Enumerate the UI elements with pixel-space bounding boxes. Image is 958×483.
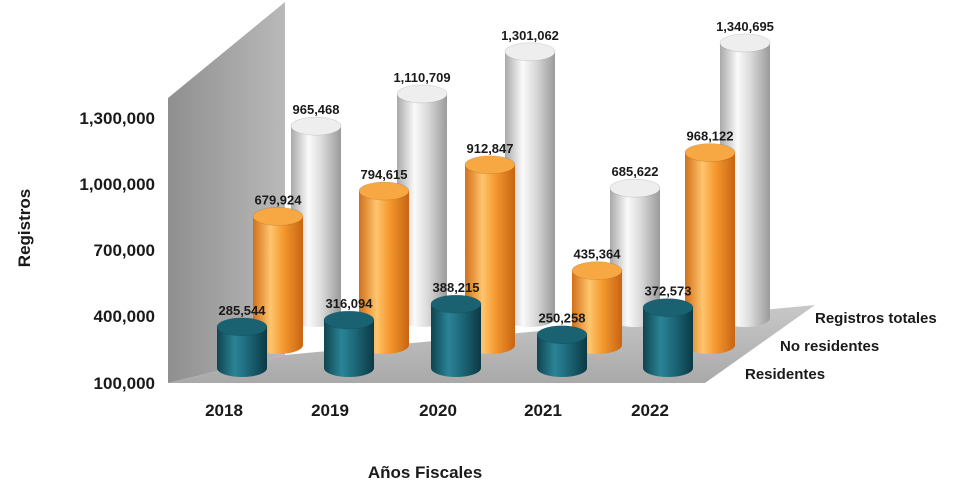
cylinder-body bbox=[397, 93, 447, 327]
cylinder-top bbox=[719, 33, 771, 53]
cylinder-top bbox=[323, 310, 375, 330]
x-axis-ticks: 2018 2019 2020 2021 2022 bbox=[205, 401, 669, 420]
x-tick-label: 2022 bbox=[631, 401, 669, 420]
series-label-registros-totales: Registros totales bbox=[815, 310, 937, 327]
cylinder-top bbox=[252, 207, 304, 226]
y-axis-title: Registros bbox=[15, 189, 34, 267]
cylinder-body bbox=[359, 191, 409, 354]
cylinder-body bbox=[643, 307, 693, 377]
cylinder-top bbox=[216, 317, 268, 337]
y-tick-label: 700,000 bbox=[94, 241, 155, 260]
bar-residentes-2020: 388,215 bbox=[430, 280, 482, 377]
cylinder-top bbox=[571, 261, 623, 280]
bar-no-residentes-2022: 968,122 bbox=[684, 129, 736, 354]
cylinder-body bbox=[217, 326, 267, 377]
y-tick-label: 400,000 bbox=[94, 307, 155, 326]
cylinder-top bbox=[642, 298, 694, 317]
data-label: 1,340,695 bbox=[716, 19, 774, 34]
bar-no-residentes-2019: 794,615 bbox=[358, 167, 410, 354]
data-label: 388,215 bbox=[433, 280, 480, 295]
bar-no-residentes-2018: 679,924 bbox=[252, 192, 304, 354]
data-label: 372,573 bbox=[645, 284, 692, 299]
bar-registros-totales-2021: 685,622 bbox=[609, 164, 661, 327]
cylinder-top bbox=[609, 178, 661, 198]
bar-registros-totales-2019: 1,110,709 bbox=[393, 70, 451, 327]
bar-residentes-2019: 316,094 bbox=[323, 296, 375, 377]
bar-residentes-2021: 250,258 bbox=[536, 311, 588, 377]
y-axis-ticks: 1,300,000 1,000,000 700,000 400,000 100,… bbox=[79, 109, 155, 393]
cylinder-top bbox=[464, 155, 516, 175]
data-label: 435,364 bbox=[574, 247, 622, 262]
cylinder-top bbox=[504, 42, 556, 62]
data-label: 685,622 bbox=[612, 164, 659, 179]
cylinder-top bbox=[358, 181, 410, 201]
bar-residentes-2018: 285,544 bbox=[216, 303, 268, 377]
cylinder-body bbox=[505, 51, 555, 328]
cylinder-body bbox=[610, 188, 660, 327]
bar-registros-totales-2018: 965,468 bbox=[290, 102, 342, 327]
series-label-residentes: Residentes bbox=[745, 366, 825, 383]
series-label-no-residentes: No residentes bbox=[780, 338, 879, 355]
y-tick-label: 1,300,000 bbox=[79, 109, 155, 128]
x-tick-label: 2019 bbox=[311, 401, 349, 420]
cylinder-top bbox=[396, 84, 448, 104]
data-label: 1,110,709 bbox=[393, 70, 450, 85]
data-label: 968,122 bbox=[687, 129, 734, 144]
series-labels: Registros totales No residentes Resident… bbox=[745, 310, 937, 383]
data-label: 285,544 bbox=[219, 303, 267, 318]
cylinder-top bbox=[684, 143, 736, 162]
x-tick-label: 2018 bbox=[205, 401, 243, 420]
cylinder-body bbox=[431, 304, 481, 377]
cylinder-body bbox=[324, 320, 374, 377]
data-label: 1,301,062 bbox=[501, 28, 559, 43]
x-tick-label: 2021 bbox=[524, 401, 562, 420]
y-tick-label: 100,000 bbox=[94, 374, 155, 393]
y-tick-label: 1,000,000 bbox=[79, 175, 155, 194]
cylinder-body bbox=[253, 216, 303, 354]
data-label: 912,847 bbox=[467, 141, 514, 156]
cylinder-top bbox=[536, 325, 588, 344]
cylinder-body bbox=[537, 334, 587, 377]
cylinder-top bbox=[290, 116, 342, 136]
x-tick-label: 2020 bbox=[419, 401, 457, 420]
cylinder-top bbox=[430, 294, 482, 314]
data-label: 965,468 bbox=[293, 102, 340, 117]
data-label: 794,615 bbox=[361, 167, 408, 182]
data-label: 679,924 bbox=[255, 192, 303, 207]
cylinder-body bbox=[685, 152, 735, 354]
x-axis-title: Años Fiscales bbox=[368, 463, 482, 482]
bar-registros-totales-2020: 1,301,062 bbox=[501, 28, 559, 328]
data-label: 250,258 bbox=[539, 311, 586, 326]
bar-residentes-2022: 372,573 bbox=[642, 284, 694, 377]
data-label: 316,094 bbox=[326, 296, 374, 311]
bars-layer: 965,468 1,110,709 1,301,062 685,622 1,340,69… bbox=[216, 19, 774, 377]
cylinder-body bbox=[291, 126, 341, 327]
